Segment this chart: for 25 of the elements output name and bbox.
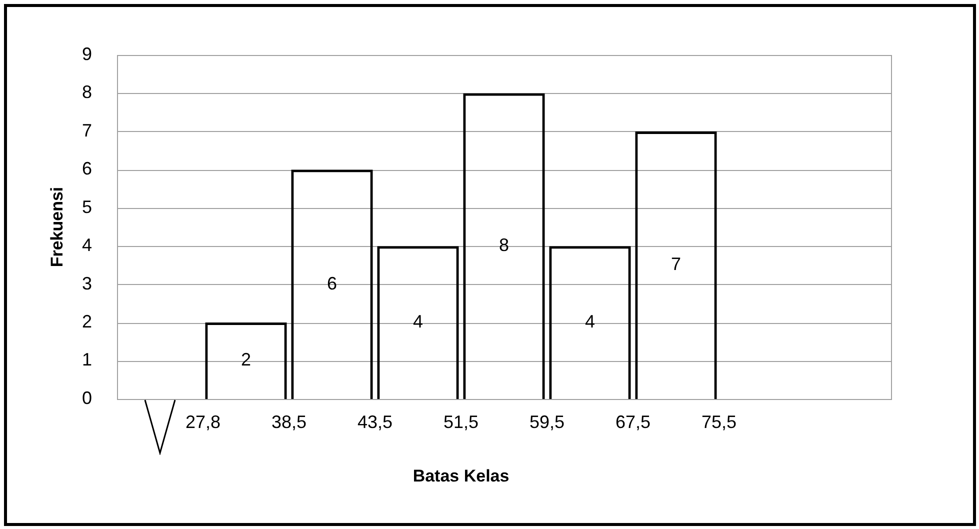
- y-tick-label: 8: [82, 82, 92, 102]
- data-label: 2: [240, 350, 252, 370]
- y-tick-label: 0: [82, 388, 92, 408]
- text: 59,5: [529, 412, 565, 432]
- y-tick-label: 6: [82, 158, 92, 179]
- y-tick-label: 1: [82, 350, 92, 370]
- data-label: 6: [326, 273, 338, 294]
- text: 27,8: [185, 412, 221, 432]
- data-label: 8: [498, 235, 510, 256]
- text: 43,5: [357, 412, 393, 432]
- text: 67,5: [615, 412, 651, 432]
- text: 51,5: [443, 412, 479, 432]
- y-axis-title: Frekuensi: [48, 186, 67, 268]
- y-tick-label: 2: [82, 312, 92, 332]
- text: 38,5: [271, 412, 307, 432]
- data-label: 4: [584, 312, 596, 332]
- y-tick-label: 7: [82, 120, 92, 140]
- y-tick-label: 5: [82, 196, 92, 217]
- text: 75,5: [701, 412, 737, 432]
- y-tick-label: 4: [82, 235, 92, 256]
- y-tick-label: 9: [82, 44, 92, 64]
- y-tick-label: 3: [82, 273, 92, 294]
- data-label: 4: [412, 312, 424, 332]
- data-label: 7: [670, 254, 682, 274]
- x-axis-title: Batas Kelas: [412, 466, 510, 486]
